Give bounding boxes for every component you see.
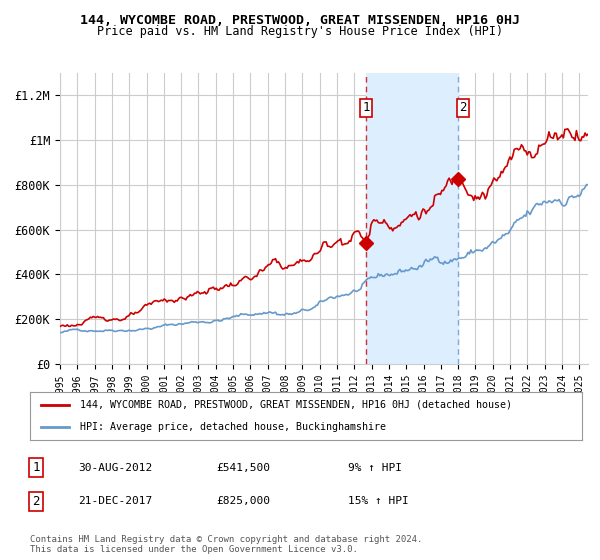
Text: 15% ↑ HPI: 15% ↑ HPI xyxy=(348,496,409,506)
Text: 1: 1 xyxy=(32,461,40,474)
Text: 21-DEC-2017: 21-DEC-2017 xyxy=(78,496,152,506)
Text: HPI: Average price, detached house, Buckinghamshire: HPI: Average price, detached house, Buck… xyxy=(80,422,386,432)
Text: 9% ↑ HPI: 9% ↑ HPI xyxy=(348,463,402,473)
Text: 2: 2 xyxy=(459,101,467,114)
Text: 144, WYCOMBE ROAD, PRESTWOOD, GREAT MISSENDEN, HP16 0HJ (detached house): 144, WYCOMBE ROAD, PRESTWOOD, GREAT MISS… xyxy=(80,400,512,410)
Bar xyxy=(366,73,458,364)
Text: 30-AUG-2012: 30-AUG-2012 xyxy=(78,463,152,473)
Text: 2: 2 xyxy=(32,494,40,508)
Text: 1: 1 xyxy=(362,101,370,114)
Text: 144, WYCOMBE ROAD, PRESTWOOD, GREAT MISSENDEN, HP16 0HJ: 144, WYCOMBE ROAD, PRESTWOOD, GREAT MISS… xyxy=(80,14,520,27)
Text: £541,500: £541,500 xyxy=(216,463,270,473)
Text: £825,000: £825,000 xyxy=(216,496,270,506)
Text: Contains HM Land Registry data © Crown copyright and database right 2024.
This d: Contains HM Land Registry data © Crown c… xyxy=(30,535,422,554)
Text: Price paid vs. HM Land Registry's House Price Index (HPI): Price paid vs. HM Land Registry's House … xyxy=(97,25,503,38)
